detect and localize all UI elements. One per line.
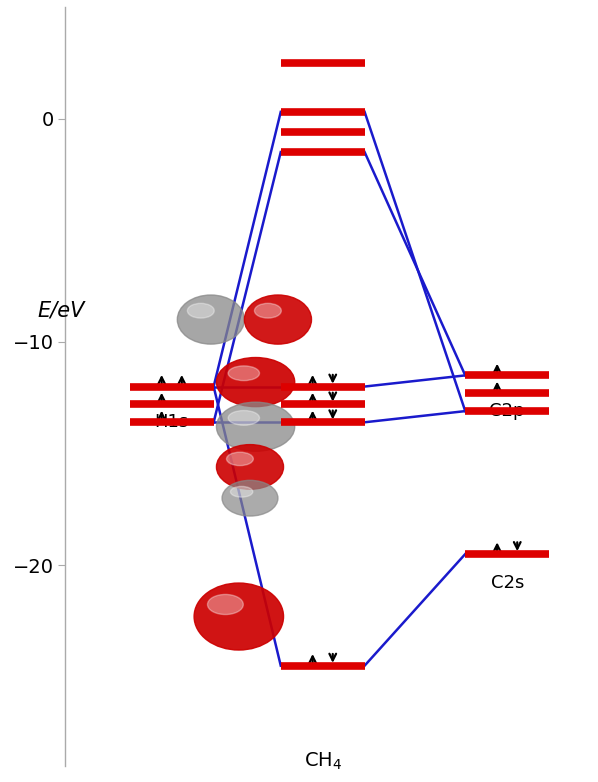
Ellipse shape	[216, 445, 283, 490]
Ellipse shape	[187, 303, 214, 318]
Ellipse shape	[230, 486, 253, 497]
Text: CH$_4$: CH$_4$	[304, 751, 342, 772]
Text: C2s: C2s	[490, 574, 524, 592]
Ellipse shape	[208, 594, 243, 615]
Ellipse shape	[216, 402, 295, 451]
Ellipse shape	[194, 583, 283, 650]
Ellipse shape	[228, 366, 260, 381]
Ellipse shape	[222, 480, 278, 516]
Ellipse shape	[227, 452, 254, 465]
Ellipse shape	[245, 295, 312, 344]
Text: E/eV: E/eV	[38, 300, 85, 321]
Text: H1s: H1s	[155, 414, 189, 432]
Ellipse shape	[255, 303, 281, 318]
Ellipse shape	[216, 357, 295, 407]
Ellipse shape	[178, 295, 245, 344]
Ellipse shape	[228, 411, 260, 425]
Text: C2p: C2p	[489, 402, 525, 420]
